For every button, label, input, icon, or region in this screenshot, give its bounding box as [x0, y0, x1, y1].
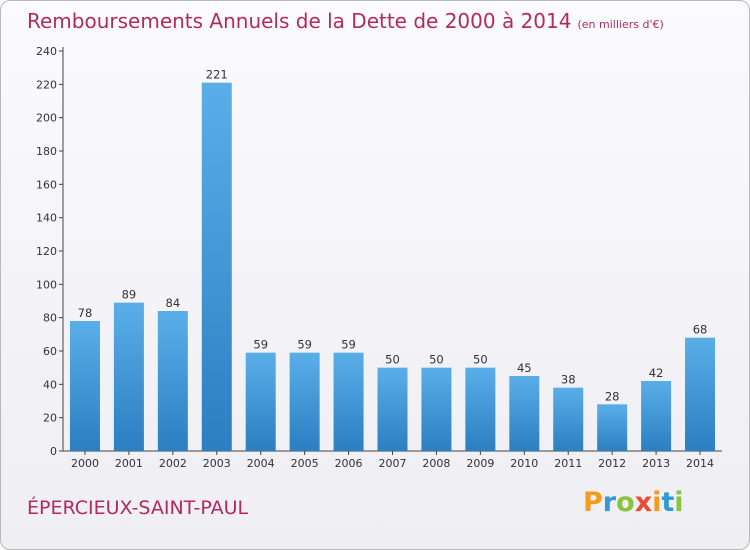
- x-tick-label-2006: 2006: [335, 457, 363, 470]
- chart-labels: 78 2000 89 2001 84 2002 221 2003 59 2004 59 2005 59 2…: [71, 68, 714, 470]
- bar-2004: [245, 352, 276, 451]
- x-tick-label-2014: 2014: [686, 457, 714, 470]
- y-tick-label: 80: [43, 312, 57, 325]
- x-tick-label-2003: 2003: [203, 457, 231, 470]
- logo-letter: t: [661, 487, 675, 518]
- value-label-2005: 59: [297, 338, 312, 352]
- x-tick-label-2007: 2007: [379, 457, 407, 470]
- x-tick-label-2000: 2000: [71, 457, 99, 470]
- bar-2008: [421, 367, 452, 451]
- value-label-2014: 68: [693, 323, 708, 337]
- bar-2013: [641, 381, 672, 451]
- y-tick-label: 220: [36, 78, 57, 91]
- chart-title-text: Remboursements Annuels de la Dette de 20…: [27, 9, 572, 33]
- bar-2002: [157, 311, 188, 451]
- logo-letter: i: [652, 487, 662, 518]
- bar-2001: [113, 302, 144, 451]
- value-label-2011: 38: [561, 373, 576, 387]
- y-tick-label: 160: [36, 178, 57, 191]
- value-label-2004: 59: [253, 338, 268, 352]
- x-tick-label-2011: 2011: [554, 457, 582, 470]
- chart-subtitle: (en milliers d'€): [577, 18, 664, 31]
- value-label-2003: 221: [206, 68, 228, 82]
- x-tick-label-2010: 2010: [510, 457, 538, 470]
- x-tick-label-2004: 2004: [247, 457, 275, 470]
- value-label-2001: 89: [122, 288, 137, 302]
- y-tick-label: 100: [36, 278, 57, 291]
- bar-2007: [377, 367, 408, 451]
- bar-2005: [289, 352, 320, 451]
- x-tick-label-2009: 2009: [466, 457, 494, 470]
- x-tick-label-2005: 2005: [291, 457, 319, 470]
- logo-letter: P: [583, 487, 603, 518]
- value-label-2008: 50: [429, 353, 444, 367]
- logo-letter: o: [616, 487, 635, 518]
- value-label-2012: 28: [605, 389, 620, 403]
- x-tick-label-2008: 2008: [422, 457, 450, 470]
- commune-name: ÉPERCIEUX-SAINT-PAUL: [27, 497, 249, 519]
- bar-2003: [201, 82, 232, 452]
- value-label-2000: 78: [78, 306, 93, 320]
- value-label-2010: 45: [517, 361, 532, 375]
- y-tick-label: 60: [43, 345, 57, 358]
- logo-letter: x: [634, 487, 653, 518]
- x-tick-label-2013: 2013: [642, 457, 670, 470]
- bar-2009: [465, 367, 496, 451]
- y-tick-label: 140: [36, 212, 57, 225]
- y-tick-label: 240: [36, 45, 57, 58]
- bar-2006: [333, 352, 364, 451]
- value-label-2007: 50: [385, 353, 400, 367]
- bar-2012: [597, 404, 628, 451]
- y-tick-label: 20: [43, 412, 57, 425]
- bar-2000: [69, 321, 100, 451]
- y-tick-label: 40: [43, 378, 57, 391]
- value-label-2002: 84: [166, 296, 181, 310]
- y-tick-label: 120: [36, 245, 57, 258]
- logo-letter: r: [602, 487, 617, 518]
- bar-2011: [553, 387, 584, 451]
- y-tick-label: 180: [36, 145, 57, 158]
- x-tick-label-2002: 2002: [159, 457, 187, 470]
- x-tick-label-2001: 2001: [115, 457, 143, 470]
- value-label-2009: 50: [473, 353, 488, 367]
- bar-2014: [685, 337, 716, 451]
- proxiti-logo: Proxiti: [583, 487, 684, 518]
- bar-2010: [509, 376, 540, 451]
- y-tick-label: 0: [50, 445, 57, 458]
- chart-bars: [69, 82, 716, 452]
- value-label-2006: 59: [341, 338, 356, 352]
- chart-title: Remboursements Annuels de la Dette de 20…: [27, 9, 664, 33]
- value-label-2013: 42: [649, 366, 664, 380]
- y-tick-label: 200: [36, 112, 57, 125]
- logo-letter: i: [674, 487, 684, 518]
- x-tick-label-2012: 2012: [598, 457, 626, 470]
